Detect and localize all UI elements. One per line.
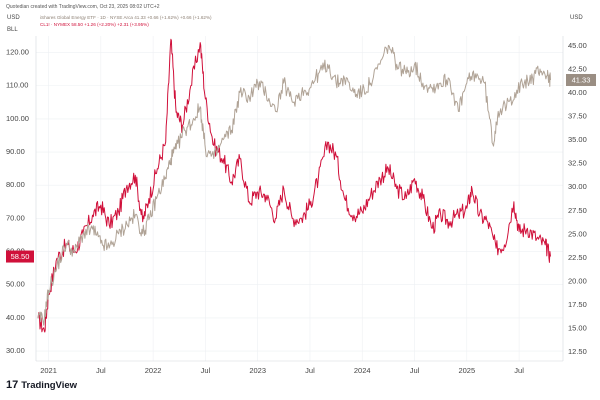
right-tick-label: 17.50 bbox=[568, 300, 587, 309]
right-tick-label: 37.50 bbox=[568, 112, 587, 121]
series-line-etf bbox=[37, 44, 551, 326]
right-tick-label: 15.00 bbox=[568, 324, 587, 333]
x-tick-label: 2025 bbox=[458, 366, 475, 375]
oil-last-value-tag bbox=[6, 250, 34, 263]
right-tick-label: 25.00 bbox=[568, 229, 587, 238]
right-tick-label: 32.50 bbox=[568, 159, 587, 168]
etf-last-value-tag bbox=[566, 73, 596, 86]
x-tick-label: Jul bbox=[410, 366, 420, 375]
x-tick-label: Jul bbox=[514, 366, 524, 375]
x-tick-label: 2023 bbox=[249, 366, 266, 375]
left-tick-label: 120.00 bbox=[6, 48, 29, 57]
series-line-oil bbox=[37, 38, 551, 333]
series-layer bbox=[37, 38, 551, 333]
axes: 30.0040.0050.0060.0070.0080.0090.00100.0… bbox=[6, 36, 596, 375]
legend-oil: CL1! · NYMEX 58.50 +1.26 (+2.20%) +2.31 … bbox=[40, 22, 149, 27]
right-tick-label: 20.00 bbox=[568, 276, 587, 285]
oil-last-value-label: 58.50 bbox=[11, 252, 30, 261]
left-tick-label: 30.00 bbox=[6, 346, 25, 355]
x-tick-label: Jul bbox=[96, 366, 106, 375]
right-tick-label: 27.50 bbox=[568, 206, 587, 215]
right-axis-unit: USD bbox=[570, 15, 583, 21]
etf-last-value-label: 41.33 bbox=[572, 76, 591, 85]
right-tick-label: 22.50 bbox=[568, 253, 587, 262]
left-axis-unit-usd: USD bbox=[7, 15, 20, 21]
left-tick-label: 50.00 bbox=[6, 280, 25, 289]
x-tick-label: 2022 bbox=[145, 366, 162, 375]
x-tick-label: 2024 bbox=[354, 366, 371, 375]
left-tick-label: 80.00 bbox=[6, 180, 25, 189]
right-tick-label: 12.50 bbox=[568, 347, 587, 356]
right-tick-label: 45.00 bbox=[568, 41, 587, 50]
tradingview-logo[interactable]: 17 TradingView bbox=[6, 379, 78, 392]
tradingview-logo-icon: 17 bbox=[6, 379, 19, 391]
x-tick-label: 2021 bbox=[40, 366, 57, 375]
chart-grid bbox=[36, 36, 563, 361]
legend-etf: iShares Global Energy ETF · 1D · NYSE Ar… bbox=[40, 15, 212, 20]
left-tick-label: 110.00 bbox=[6, 81, 28, 90]
right-tick-label: 40.00 bbox=[568, 88, 587, 97]
right-tick-label: 42.50 bbox=[568, 64, 587, 73]
right-tick-label: 35.00 bbox=[568, 135, 587, 144]
left-axis-unit-bll: BLL bbox=[7, 27, 18, 33]
tradingview-logo-text: TradingView bbox=[21, 380, 78, 391]
chart-credit: Quotedian created with TradingView.com, … bbox=[6, 4, 160, 10]
x-tick-label: Jul bbox=[201, 366, 211, 375]
right-tick-label: 30.00 bbox=[568, 182, 587, 191]
left-tick-label: 90.00 bbox=[6, 147, 25, 156]
left-tick-label: 100.00 bbox=[6, 114, 29, 123]
left-tick-label: 70.00 bbox=[6, 213, 25, 222]
left-tick-label: 40.00 bbox=[6, 313, 25, 322]
x-tick-label: Jul bbox=[305, 366, 315, 375]
